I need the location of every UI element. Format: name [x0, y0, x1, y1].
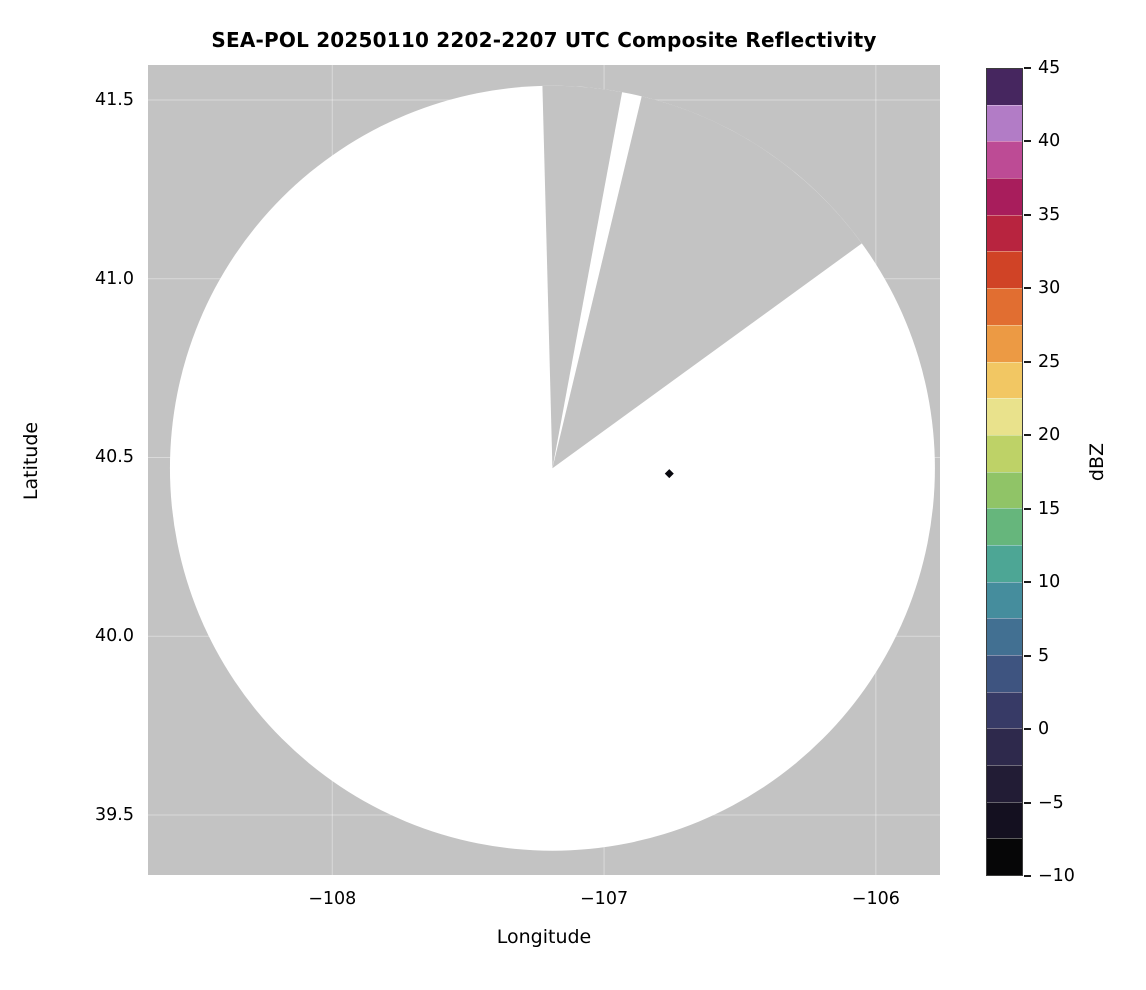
x-tick-label: −106: [851, 889, 900, 909]
colorbar-tick-label: 40: [1038, 131, 1061, 152]
colorbar-tick-label: 15: [1038, 498, 1061, 519]
echo-point: [664, 469, 674, 479]
colorbar-tick-label: 5: [1038, 645, 1050, 666]
colorbar-tick-mark: [1024, 728, 1031, 731]
blocked-sector-wedge: [552, 96, 862, 469]
colorbar-segment: [987, 251, 1022, 289]
colorbar-tick-mark: [1024, 67, 1031, 69]
colorbar: [986, 68, 1023, 876]
colorbar-tick-mark: [1024, 434, 1031, 437]
colorbar-segment: [987, 508, 1022, 545]
y-tick-label: 41.0: [95, 268, 134, 289]
y-tick-label: 41.5: [95, 90, 134, 111]
colorbar-tick-mark: [1024, 140, 1031, 143]
colorbar-tick-label: 10: [1038, 572, 1061, 593]
blocked-sector-wedge: [542, 85, 623, 469]
colorbar-segment: [987, 691, 1022, 729]
colorbar-segment: [987, 69, 1022, 105]
colorbar-segment: [987, 361, 1022, 399]
colorbar-segment: [987, 471, 1022, 509]
colorbar-tick-label: 35: [1038, 204, 1061, 225]
y-tick-label: 40.5: [95, 447, 134, 468]
colorbar-tick-label: 0: [1038, 719, 1050, 740]
colorbar-tick-label: 30: [1038, 278, 1061, 299]
colorbar-tick-label: 20: [1038, 425, 1061, 446]
colorbar-tick-label: 25: [1038, 351, 1061, 372]
y-tick-label: 39.5: [95, 804, 134, 825]
colorbar-segment: [987, 214, 1022, 252]
colorbar-segment: [987, 838, 1022, 876]
y-axis-label: Latitude: [20, 421, 42, 501]
colorbar-tick-mark: [1024, 581, 1031, 584]
colorbar-segment: [987, 141, 1022, 179]
colorbar-tick-label: −10: [1038, 866, 1075, 886]
colorbar-tick-label: 45: [1038, 58, 1061, 78]
colorbar-segment: [987, 434, 1022, 472]
colorbar-segment: [987, 288, 1022, 325]
colorbar-tick-mark: [1024, 360, 1031, 363]
colorbar-segment: [987, 324, 1022, 362]
colorbar-tick-mark: [1024, 507, 1031, 510]
colorbar-segment: [987, 544, 1022, 582]
colorbar-segment: [987, 618, 1022, 655]
colorbar-segment: [987, 104, 1022, 142]
colorbar-tick-mark: [1024, 654, 1031, 657]
colorbar-segment: [987, 398, 1022, 435]
colorbar-segment: [987, 178, 1022, 215]
colorbar-tick-mark: [1024, 801, 1031, 804]
colorbar-tick-mark: [1024, 875, 1031, 877]
colorbar-segment: [987, 581, 1022, 619]
chart-title: SEA-POL 20250110 2202-2207 UTC Composite…: [211, 28, 877, 52]
colorbar-segment: [987, 728, 1022, 766]
colorbar-segment: [987, 801, 1022, 839]
colorbar-segment: [987, 655, 1022, 692]
colorbar-segment: [987, 765, 1022, 802]
colorbar-label: dBZ: [1086, 442, 1108, 482]
x-axis-label: Longitude: [496, 926, 592, 948]
y-tick-label: 40.0: [95, 626, 134, 647]
x-tick-label: −108: [308, 889, 357, 909]
colorbar-tick-mark: [1024, 213, 1031, 216]
x-tick-label: −107: [580, 889, 629, 909]
colorbar-tick-mark: [1024, 287, 1031, 290]
colorbar-tick-label: −5: [1038, 792, 1064, 813]
radar-plot-area: [148, 65, 940, 875]
